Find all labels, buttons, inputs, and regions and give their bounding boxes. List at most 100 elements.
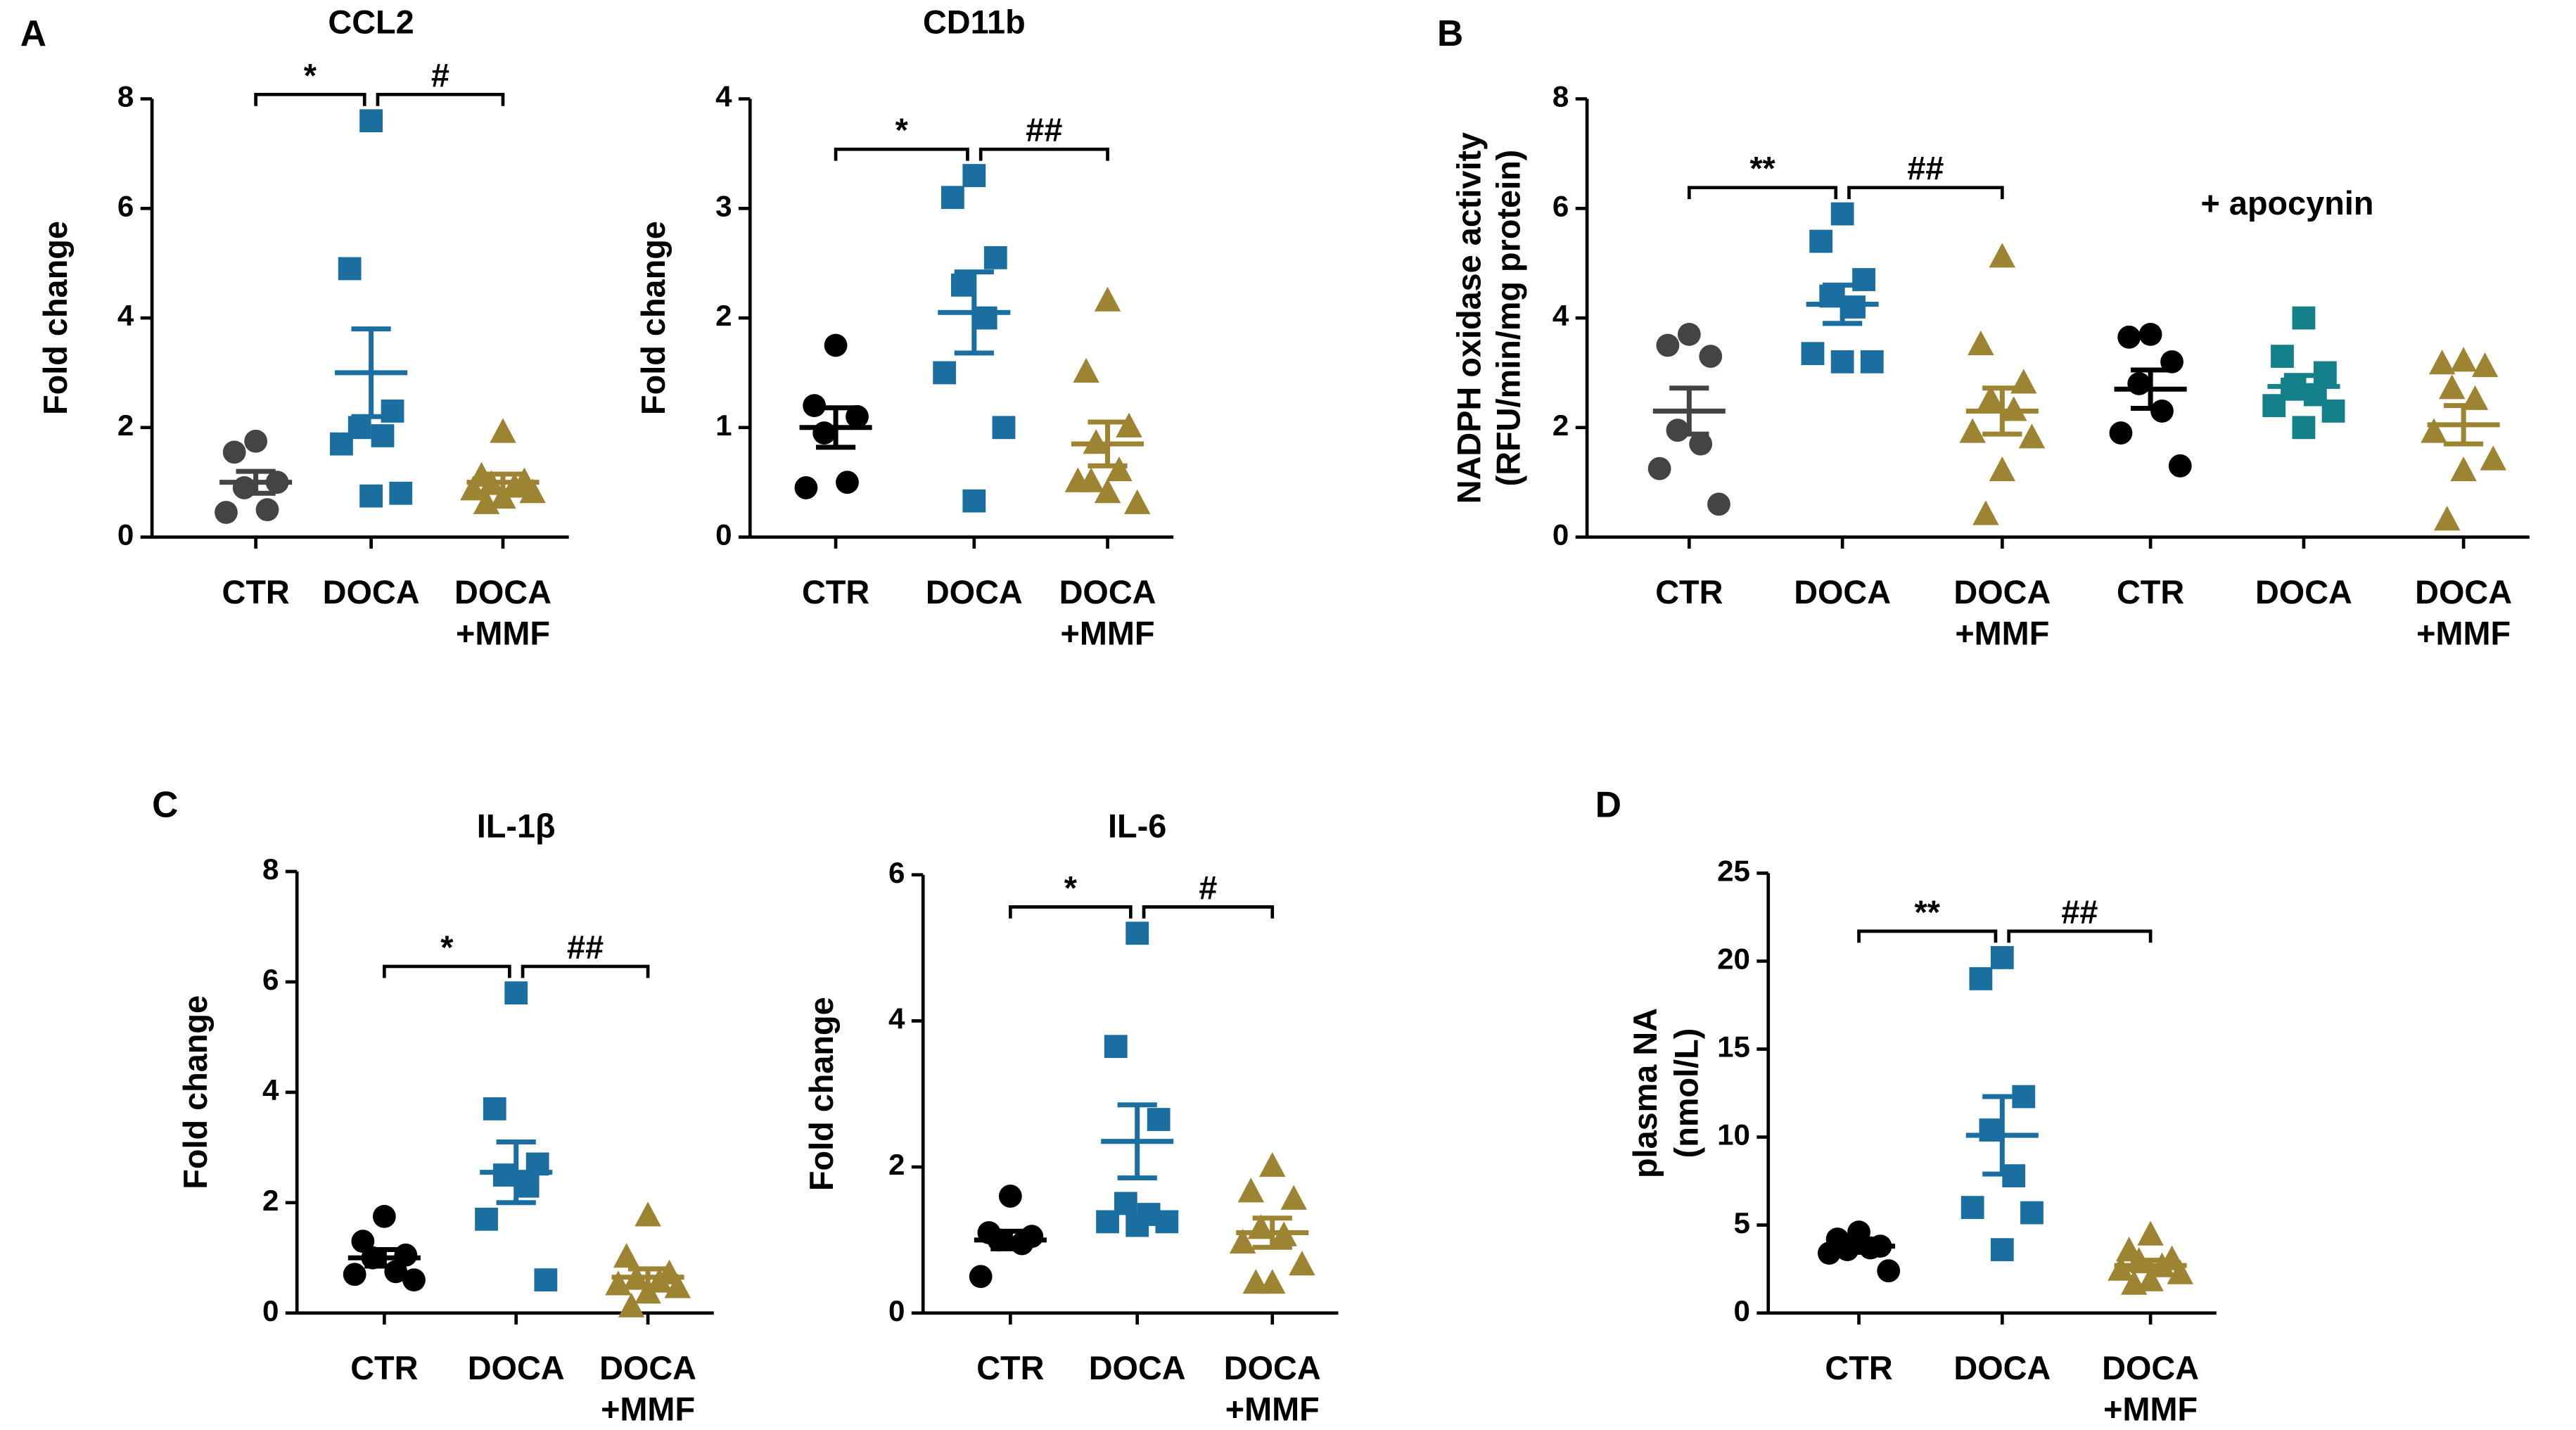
data-point [232,476,256,499]
annotation: + apocynin [2201,185,2374,222]
data-point [1707,492,1730,516]
data-point [343,1263,366,1287]
x-tick-label: CTR [802,574,869,611]
data-point [2428,350,2456,375]
x-tick-label: CTR [976,1350,1044,1386]
data-point [1229,1228,1256,1254]
data-point [1116,412,1142,438]
data-point [2292,416,2316,440]
y-tick-label: 2 [117,409,134,442]
data-point [1126,921,1149,945]
data-point [1972,500,1999,525]
data-point [1809,229,1833,253]
significance-bracket [521,964,650,978]
data-point [962,164,986,187]
x-tick-label: DOCA [926,574,1023,611]
data-point [2120,1270,2148,1295]
y-tick-label: 3 [715,189,732,222]
data-point [1078,467,1104,492]
data-point [2433,506,2461,531]
x-tick-label: DOCA [454,574,551,611]
data-point [1656,333,1680,357]
y-tick-label: 4 [117,299,134,332]
data-point [2480,445,2507,471]
x-tick-label: CTR [350,1350,418,1386]
y-tick-label: 8 [1552,80,1569,113]
significance-bracket [1142,905,1275,919]
x-tick-label: DOCA [2415,574,2512,611]
significance-label: ## [2061,894,2098,931]
data-point [2020,1201,2043,1225]
y-tick-label: 8 [117,80,134,113]
significance-label: # [431,57,449,94]
data-point [2292,306,2316,330]
x-tick-label: +MMF [1955,615,2049,651]
y-axis-label: Fold change [177,995,214,1189]
x-tick-label: +MMF [601,1391,695,1428]
data-point [504,981,528,1005]
x-tick-label: CTR [1655,574,1723,611]
significance-label: ** [1749,151,1775,187]
data-point [351,1230,375,1253]
data-point [1123,489,1151,514]
chart-title: CD11b [923,4,1026,41]
data-point [1989,243,2016,268]
x-tick-label: DOCA [2255,574,2352,611]
data-point [516,1174,540,1198]
data-point [1259,1151,1286,1177]
data-point [941,186,964,210]
data-point [962,489,986,513]
data-point [1977,385,2004,410]
data-point [1647,457,1671,480]
data-point [846,404,869,428]
data-point [1830,202,1854,226]
y-tick-label: 4 [1552,299,1569,332]
y-tick-label: 6 [1552,189,1569,222]
significance-label: ** [1915,894,1941,931]
data-point [534,1268,558,1292]
y-tick-label: 8 [262,853,279,886]
data-point [951,273,974,297]
y-axis-label: NADPH oxidase activity [1451,132,1488,504]
data-point [1104,1035,1128,1059]
y-axis-label: Fold change [635,221,672,415]
data-point [372,1205,396,1228]
data-point [1096,1210,1119,1234]
data-point [402,1268,426,1292]
data-point [2471,352,2499,378]
data-point [983,245,1007,269]
y-tick-label: 5 [1734,1206,1750,1239]
x-tick-label: DOCA [1953,574,2051,611]
x-tick-label: CTR [1825,1350,1892,1386]
data-point [974,306,997,330]
y-axis-label: (RFU/min/mg protein) [1491,150,1527,487]
significance-label: ## [1907,151,1944,187]
data-point [1852,268,1875,291]
data-point [1699,345,1723,368]
data-point [1155,1210,1179,1234]
y-tick-label: 15 [1717,1030,1750,1064]
significance-bracket [376,92,505,106]
data-point [389,481,413,505]
y-axis-label: Fold change [37,221,74,415]
data-point [2321,400,2345,423]
y-tick-label: 20 [1717,943,1750,976]
x-tick-label: DOCA [323,574,420,611]
data-point [933,361,957,385]
x-tick-label: DOCA [1224,1350,1321,1386]
y-tick-label: 1 [715,409,732,442]
data-point [2450,457,2477,482]
data-point [371,424,395,447]
data-point [1289,1251,1315,1276]
data-point [1979,1118,2003,1142]
data-point [794,476,818,499]
significance-bracket [382,964,511,978]
significance-bracket [1687,186,1838,200]
data-point [635,1279,661,1304]
data-point [2018,423,2046,449]
significance-label: ## [1026,112,1062,148]
data-point [836,471,859,494]
chart-title: IL-6 [1108,807,1166,844]
significance-bracket [2007,929,2153,943]
